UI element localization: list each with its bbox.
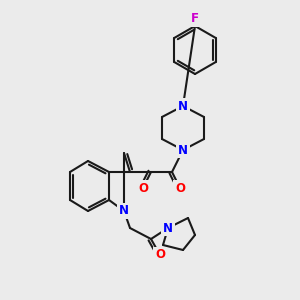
Text: O: O	[175, 182, 185, 194]
Text: F: F	[191, 13, 199, 26]
Text: N: N	[119, 205, 129, 218]
Text: O: O	[138, 182, 148, 194]
Text: N: N	[178, 143, 188, 157]
Text: N: N	[163, 221, 173, 235]
Text: O: O	[155, 248, 165, 262]
Text: N: N	[178, 100, 188, 112]
